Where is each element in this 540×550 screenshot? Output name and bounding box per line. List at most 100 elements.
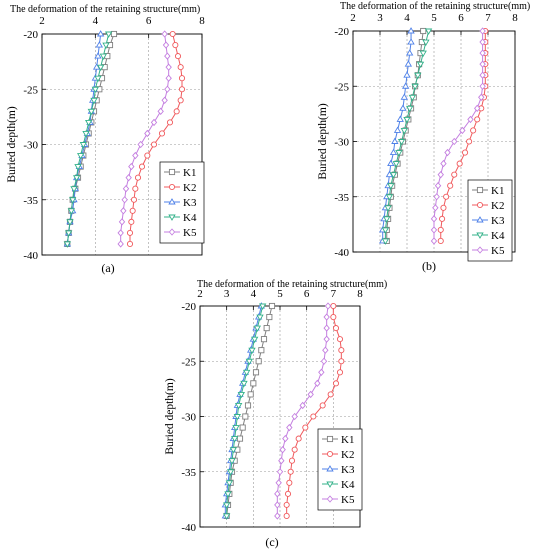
data-point bbox=[384, 205, 392, 212]
data-point bbox=[433, 193, 440, 201]
legend-marker bbox=[168, 168, 176, 176]
panel-label: (b) bbox=[422, 259, 436, 273]
y-tick-label: -30 bbox=[181, 412, 196, 424]
y-axis-label: Buried depth(m) bbox=[164, 378, 176, 454]
data-point bbox=[128, 218, 135, 225]
data-point bbox=[79, 142, 88, 149]
data-point bbox=[387, 183, 395, 190]
data-point bbox=[319, 402, 326, 409]
data-point bbox=[242, 413, 249, 420]
legend-marker bbox=[476, 201, 484, 209]
data-point bbox=[76, 153, 85, 160]
series-k5 bbox=[430, 27, 486, 245]
data-point bbox=[323, 313, 330, 321]
data-point bbox=[126, 240, 134, 247]
data-point bbox=[130, 196, 138, 203]
data-point bbox=[96, 64, 105, 72]
data-point bbox=[287, 468, 294, 475]
data-point bbox=[283, 512, 290, 520]
data-point bbox=[451, 137, 458, 146]
data-point bbox=[233, 414, 242, 421]
data-point bbox=[437, 226, 444, 233]
data-point bbox=[250, 380, 257, 387]
y-tick-label: -40 bbox=[23, 250, 38, 262]
data-point bbox=[440, 204, 447, 211]
legend-marker bbox=[168, 198, 176, 205]
x-tick-label: 8 bbox=[512, 12, 518, 24]
data-point bbox=[144, 129, 151, 138]
legend-label-k2: K2 bbox=[341, 449, 354, 461]
y-tick-label: -35 bbox=[334, 192, 349, 204]
data-point bbox=[252, 369, 260, 376]
data-point bbox=[286, 479, 293, 486]
data-point bbox=[403, 71, 411, 78]
data-point bbox=[330, 313, 337, 321]
data-point bbox=[110, 30, 118, 38]
x-tick-label: 4 bbox=[251, 288, 257, 300]
data-point bbox=[474, 104, 481, 113]
chart-title: The deformation of the retaining structu… bbox=[10, 4, 200, 15]
y-tick-label: -20 bbox=[334, 26, 349, 38]
x-tick-label: 8 bbox=[357, 288, 363, 300]
data-point bbox=[134, 174, 142, 181]
data-point bbox=[456, 160, 463, 167]
y-tick-label: -25 bbox=[181, 356, 196, 368]
data-point bbox=[403, 116, 411, 124]
legend-label-k5: K5 bbox=[491, 245, 505, 257]
legend-label-k1: K1 bbox=[341, 434, 354, 446]
legend-label-k5: K5 bbox=[183, 227, 197, 239]
chart-title: The deformation of the retaining structu… bbox=[197, 279, 387, 290]
x-tick-label: 7 bbox=[331, 288, 337, 300]
y-tick-label: -25 bbox=[23, 84, 38, 96]
legend-marker bbox=[326, 435, 334, 443]
y-axis-label: Buried depth(m) bbox=[6, 106, 18, 182]
legend-label-k3: K3 bbox=[491, 215, 505, 227]
data-point bbox=[126, 229, 134, 236]
x-tick-label: 5 bbox=[431, 12, 437, 24]
data-point bbox=[284, 490, 292, 497]
data-point bbox=[95, 41, 104, 48]
data-point bbox=[253, 325, 262, 332]
x-tick-label: 6 bbox=[146, 15, 152, 27]
data-point bbox=[302, 424, 309, 431]
legend-marker bbox=[168, 228, 176, 236]
data-point bbox=[87, 108, 96, 116]
data-point bbox=[164, 52, 171, 60]
data-point bbox=[461, 149, 469, 156]
data-point bbox=[411, 83, 419, 91]
data-point bbox=[336, 336, 344, 343]
data-point bbox=[275, 479, 282, 487]
data-point bbox=[72, 175, 81, 182]
data-point bbox=[320, 357, 328, 365]
data-point bbox=[64, 230, 73, 237]
data-point bbox=[144, 152, 151, 159]
y-tick-label: -30 bbox=[334, 137, 349, 149]
data-point bbox=[178, 75, 186, 82]
data-point bbox=[387, 159, 395, 167]
y-tick-label: -30 bbox=[23, 140, 38, 152]
data-point bbox=[173, 108, 180, 115]
legend-marker bbox=[326, 465, 334, 472]
legend-label-k3: K3 bbox=[183, 197, 197, 209]
data-point bbox=[274, 501, 281, 509]
data-point bbox=[129, 207, 136, 214]
data-point bbox=[338, 347, 345, 354]
y-tick-label: -20 bbox=[23, 29, 38, 41]
data-point bbox=[274, 490, 281, 498]
legend: K1 K2 K3 K4 K5 bbox=[317, 428, 363, 511]
data-point bbox=[314, 379, 321, 388]
legend-marker bbox=[476, 186, 484, 194]
data-point bbox=[224, 491, 232, 498]
data-point bbox=[288, 457, 296, 464]
data-point bbox=[166, 119, 174, 126]
data-point bbox=[237, 391, 246, 399]
data-point bbox=[236, 435, 244, 442]
panel-label: (a) bbox=[101, 261, 114, 275]
x-tick-label: 6 bbox=[304, 288, 310, 300]
data-point bbox=[247, 391, 254, 398]
series-k5 bbox=[274, 302, 332, 520]
data-point bbox=[94, 52, 102, 59]
y-tick-label: -35 bbox=[181, 467, 196, 479]
data-point bbox=[323, 324, 330, 332]
panel-label: (c) bbox=[265, 535, 278, 549]
